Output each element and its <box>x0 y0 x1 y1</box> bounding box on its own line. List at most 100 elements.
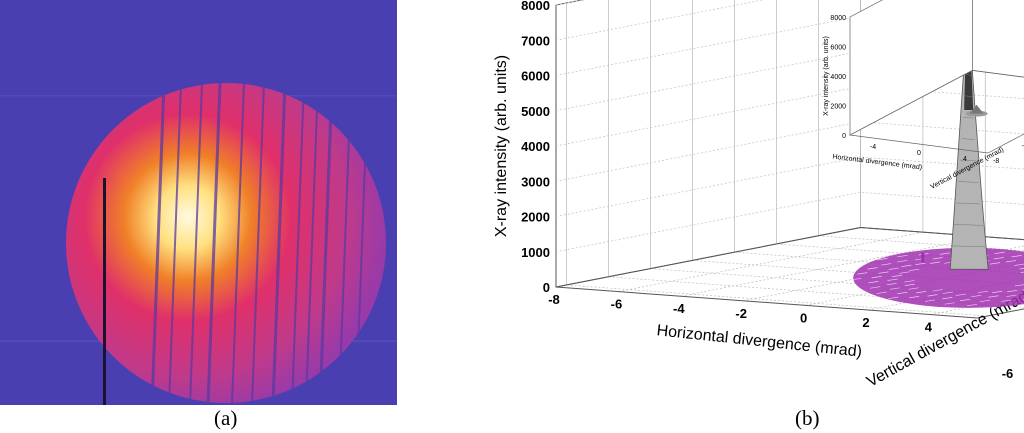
halo-mesh-line <box>915 262 926 265</box>
x-tick-label: -2 <box>735 306 747 321</box>
halo-mesh-line <box>977 290 989 294</box>
x-tick-label: 2 <box>862 315 869 330</box>
halo-mesh-line <box>1020 271 1024 273</box>
background-halo <box>853 247 1024 308</box>
z-axis-label: X-ray intensity (arb. units) <box>493 55 510 237</box>
inset-x-tick-label: 0 <box>917 150 921 157</box>
inset-peak <box>969 104 984 114</box>
halo-mesh-line <box>994 251 1005 254</box>
peak-mesh-line <box>963 116 974 119</box>
halo-mesh-line <box>897 291 908 295</box>
filter-streak <box>305 83 319 403</box>
halo-mesh-line <box>1011 255 1022 258</box>
halo-mesh-line <box>897 260 908 263</box>
halo-mesh-line <box>897 254 908 258</box>
inset-x-tick-label: 4 <box>963 156 967 163</box>
peak-mesh-line <box>961 138 975 140</box>
halo-mesh-line <box>1019 268 1024 270</box>
halo-mesh-line <box>870 286 881 289</box>
halo-mesh-line <box>971 294 982 298</box>
halo-mesh-line <box>904 280 915 283</box>
halo-mesh-line <box>899 271 910 274</box>
halo-mesh-line <box>988 295 999 298</box>
z-tick-label: 8000 <box>521 0 550 13</box>
x-tick-label: -6 <box>611 297 623 312</box>
detector-edge-line <box>103 178 106 405</box>
x-tick-label: 4 <box>925 320 933 335</box>
halo-mesh-line <box>888 267 899 270</box>
halo-mesh-line <box>871 276 882 279</box>
peak-mesh-line <box>965 74 972 76</box>
inset-z-tick-label: 2000 <box>830 104 846 111</box>
halo-mesh-line <box>932 289 943 292</box>
inset-floor <box>848 70 1024 154</box>
halo-mesh-line <box>955 293 966 296</box>
filter-streak <box>318 83 334 403</box>
halo-mesh-line <box>904 283 915 286</box>
y-tick-label: -6 <box>1002 366 1014 381</box>
x-tick-label: -8 <box>548 292 560 307</box>
halo-mesh-line <box>867 267 878 270</box>
inset-z-tick-label: 8000 <box>830 15 846 22</box>
halo-mesh-line <box>1007 290 1018 293</box>
halo-mesh-line <box>889 287 900 290</box>
halo-mesh-line <box>932 257 943 260</box>
z-tick-label: 2000 <box>521 210 550 225</box>
halo-mesh-line <box>959 298 971 302</box>
filter-streak <box>291 83 305 403</box>
floor-border <box>555 227 1024 319</box>
inset-z-axis-label: X-ray intensity (arb. units) <box>823 36 830 116</box>
halo-mesh-line <box>1006 294 1017 297</box>
filter-streak <box>231 83 245 403</box>
x-tick-label: 0 <box>800 310 807 325</box>
halo-mesh-line <box>989 262 1001 265</box>
halo-mesh-line <box>857 272 868 275</box>
halo-mesh-line <box>942 291 953 294</box>
halo-mesh-line <box>876 291 887 294</box>
halo-mesh-line <box>930 261 941 264</box>
z-tick-label: 0 <box>543 280 550 295</box>
halo-mesh-line <box>878 271 889 274</box>
inset-z-tick-label: 6000 <box>830 45 846 52</box>
z-tick-label: 5000 <box>521 104 550 119</box>
peak-mesh-line <box>964 95 973 97</box>
detector-image <box>0 0 397 405</box>
halo-mesh-line <box>868 281 879 284</box>
halo-mesh-line <box>909 296 920 299</box>
halo-mesh-line <box>925 299 936 302</box>
halo-mesh-line <box>1001 299 1012 302</box>
x-axis-label: Horizontal divergence (mrad) <box>656 322 863 360</box>
inset-z-tick-label: 4000 <box>830 74 846 81</box>
inset-y-tick-label: -4 <box>1022 143 1024 150</box>
peak-mesh-line <box>958 181 979 183</box>
z-tick-label: 7000 <box>521 33 550 48</box>
halo-mesh-line <box>992 290 1003 294</box>
halo-mesh-line <box>908 287 919 290</box>
peak-mesh-line <box>956 202 981 205</box>
inset-z-tick-label: 0 <box>842 133 846 140</box>
halo-mesh-line <box>851 277 862 281</box>
halo-mesh-line <box>916 291 927 294</box>
peak-mesh-line <box>960 159 977 162</box>
filter-streak <box>206 83 222 403</box>
filter-streak <box>271 83 287 403</box>
detector-disk <box>66 83 386 403</box>
inset-y-tick-label: -8 <box>993 158 999 165</box>
halo-mesh-line <box>901 264 912 267</box>
z-tick-label: 1000 <box>521 245 550 260</box>
halo-mesh-line <box>877 258 888 261</box>
x-tick-label: -4 <box>673 301 685 316</box>
halo-mesh-line <box>927 294 938 297</box>
filter-streak <box>150 83 166 403</box>
halo-mesh-line <box>979 299 991 303</box>
caption-a: (a) <box>214 406 238 430</box>
z-tick-label: 4000 <box>521 139 550 154</box>
halo-mesh-line <box>886 282 897 286</box>
halo-mesh-line <box>939 252 950 255</box>
halo-mesh-line <box>888 296 899 300</box>
halo-mesh-line <box>944 302 955 305</box>
halo-mesh-line <box>993 257 1004 260</box>
filter-streak <box>251 83 265 403</box>
z-tick-label: 6000 <box>521 69 550 84</box>
